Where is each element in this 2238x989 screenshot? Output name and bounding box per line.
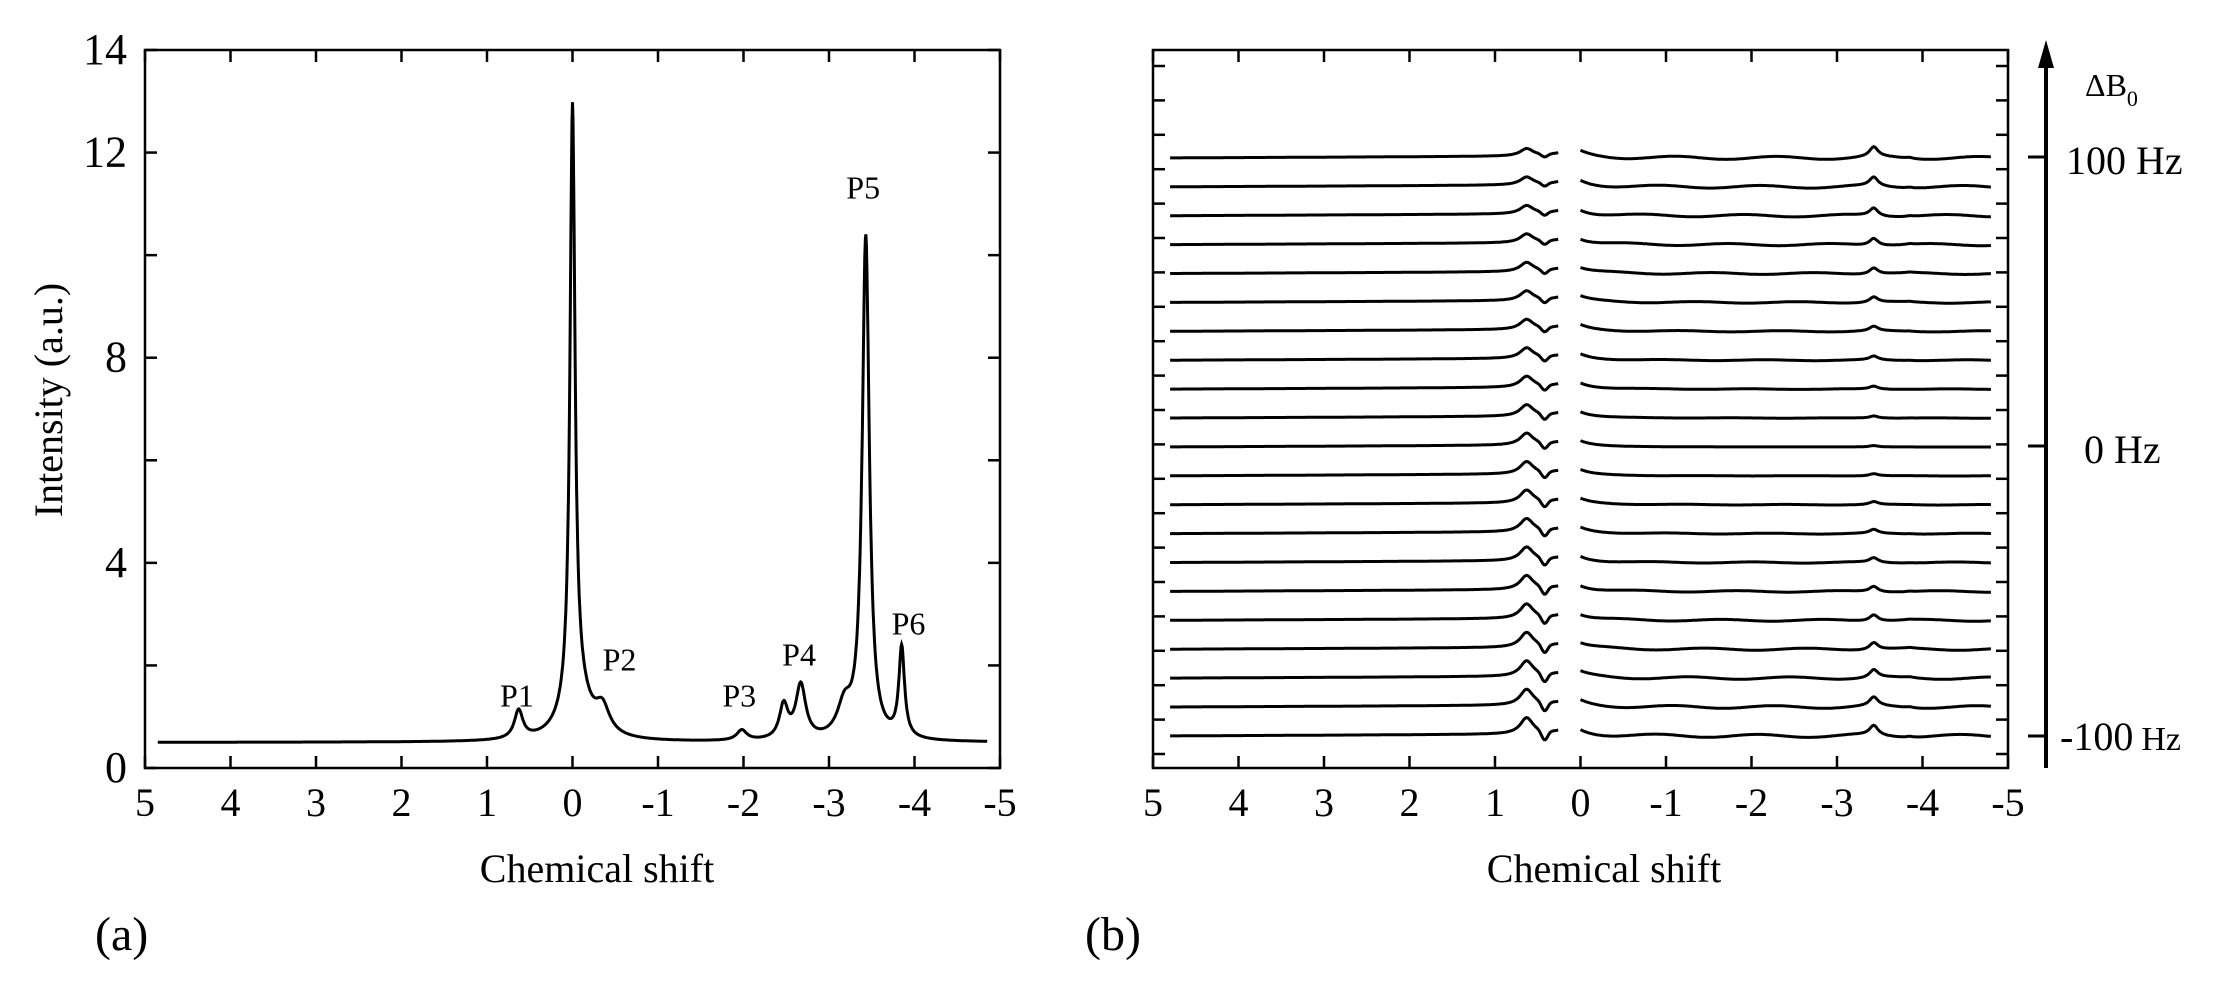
b-trace (1170, 573, 1991, 596)
a-peak-label: P6 (892, 606, 926, 642)
b-trace (1170, 175, 1992, 190)
panel-b-x-tick-labels: 5 4 3 2 1 0 -1 -2 -3 -4 -5 (1143, 780, 2025, 825)
b-trace (1170, 716, 1992, 742)
panel-a-y-axis-label: Intensity (a.u.) (26, 283, 71, 517)
b-x-tick-label: -3 (1820, 780, 1853, 825)
a-x-tick-label: 0 (563, 780, 583, 825)
panel-a-x-axis-label: Chemical shift (480, 846, 714, 891)
b-trace (1170, 659, 1991, 683)
b-x-tick-label: 4 (1229, 780, 1249, 825)
b-trace (1170, 630, 1992, 654)
panel-b-ticks (1151, 50, 2010, 768)
a-x-tick-label: -4 (898, 780, 931, 825)
a-x-tick-label: 5 (135, 780, 155, 825)
b-trace (1170, 459, 1991, 479)
panel-a-spectrum-line (157, 102, 988, 744)
panel-a-y-tick-labels: 0 4 8 12 14 (83, 25, 127, 792)
b-trace (1170, 516, 1991, 538)
b-trace (1170, 374, 1991, 392)
a-peak-label: P2 (603, 642, 637, 678)
a-x-tick-label: 1 (477, 780, 497, 825)
panel-b-label: (b) (1085, 908, 1141, 961)
a-x-tick-label: -3 (812, 780, 845, 825)
a-y-tick-label: 8 (105, 333, 127, 382)
delta-b0-arrow-icon (2038, 40, 2054, 68)
b-trace (1170, 317, 1991, 334)
b-x-tick-label: 0 (1571, 780, 1591, 825)
a-y-tick-label: 14 (83, 25, 127, 74)
panel-a-x-tick-labels: 5 4 3 2 1 0 -1 -2 -3 -4 -5 (135, 780, 1017, 825)
a-x-tick-label: 3 (306, 780, 326, 825)
panel-a-label: (a) (95, 908, 148, 961)
delta-b0-label-mid: 0 Hz (2084, 427, 2161, 472)
panel-b-traces (1170, 145, 1992, 742)
a-x-tick-label: 4 (221, 780, 241, 825)
b-trace (1170, 145, 1991, 161)
b-trace (1170, 232, 1992, 248)
b-trace (1170, 289, 1992, 305)
b-trace (1170, 403, 1991, 421)
b-x-tick-label: -4 (1906, 780, 1939, 825)
a-y-tick-label: 0 (105, 743, 127, 792)
b-x-tick-label: -1 (1649, 780, 1682, 825)
b-trace (1170, 602, 1992, 625)
a-y-tick-label: 4 (105, 538, 127, 587)
b-trace (1170, 203, 1992, 219)
b-x-tick-label: 2 (1400, 780, 1420, 825)
a-peak-label: P5 (846, 170, 880, 206)
a-x-tick-label: 2 (392, 780, 412, 825)
a-x-tick-label: -5 (983, 780, 1016, 825)
delta-b0-title: ΔB0 (2085, 67, 2138, 111)
b-x-tick-label: 3 (1314, 780, 1334, 825)
b-trace (1170, 488, 1991, 509)
a-peak-label: P3 (722, 677, 756, 713)
b-x-tick-label: 5 (1143, 780, 1163, 825)
a-y-tick-label: 12 (83, 128, 127, 177)
panel-b-x-axis-label: Chemical shift (1487, 846, 1721, 891)
panel-a-peak-labels: P1 P2 P3 P4 P5 P6 (500, 170, 925, 714)
delta-b0-label-bottom: -100 Hz (2060, 714, 2181, 759)
b-trace (1170, 346, 1991, 363)
panel-a: 5 4 3 2 1 0 -1 -2 -3 -4 -5 0 4 8 12 14 P1 P2 P3 P4 P5 P6 Ch… (26, 25, 1017, 961)
b-trace (1170, 431, 1991, 450)
b-x-tick-label: 1 (1485, 780, 1505, 825)
a-x-tick-label: -1 (641, 780, 674, 825)
b-trace (1170, 260, 1991, 276)
b-x-tick-label: -2 (1735, 780, 1768, 825)
panel-b: 5 4 3 2 1 0 -1 -2 -3 -4 -5 Chemical shift (b) ΔB0 … (1085, 40, 2183, 961)
b-trace (1170, 687, 1992, 713)
a-x-tick-label: -2 (727, 780, 760, 825)
b-x-tick-label: -5 (1991, 780, 2024, 825)
panel-a-ticks (143, 48, 1002, 770)
a-peak-label: P4 (782, 636, 816, 672)
b-trace (1170, 545, 1991, 567)
delta-b0-label-top: 100 Hz (2066, 138, 2183, 183)
a-peak-label: P1 (500, 677, 534, 713)
